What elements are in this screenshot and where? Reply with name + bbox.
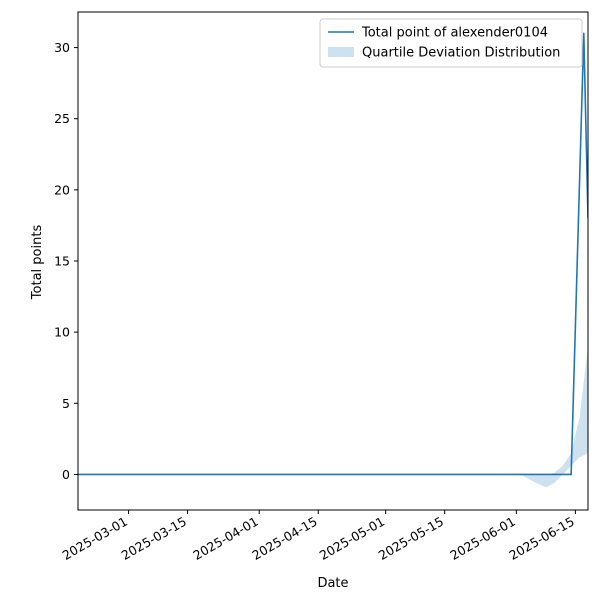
x-tick-label: 2025-03-01: [60, 514, 130, 563]
x-tick-label: 2025-06-15: [506, 514, 576, 563]
y-tick-label: 5: [62, 396, 70, 411]
x-tick-label: 2025-06-01: [447, 514, 517, 563]
series-group: [78, 32, 588, 488]
legend-entry-line: Total point of alexender0104: [361, 26, 548, 41]
band-series-0: [520, 346, 588, 488]
axes-frame: [77, 11, 589, 511]
legend-box: [319, 18, 583, 68]
x-tick-label: 2025-03-15: [119, 514, 189, 563]
legend-band-swatch: [328, 47, 354, 57]
y-tick-label: 10: [54, 325, 70, 340]
x-tick-label: 2025-04-15: [249, 514, 319, 563]
y-tick-label: 20: [54, 182, 70, 197]
legend-entry-band: Quartile Deviation Distribution: [362, 46, 560, 61]
x-tick-label: 2025-05-15: [376, 514, 446, 563]
legend: Total point of alexender0104 Quartile Dev…: [319, 18, 583, 68]
y-tick-label: 15: [54, 254, 70, 269]
y-axis-label: Total points: [30, 225, 45, 301]
x-tick-label: 2025-05-01: [317, 514, 387, 563]
x-tick-label: 2025-04-01: [190, 514, 260, 563]
x-axis-label: Date: [317, 576, 348, 591]
y-tick-label: 30: [54, 40, 70, 55]
y-tick-label: 25: [54, 111, 70, 126]
y-tick-label: 0: [62, 467, 70, 482]
line-series-0: [78, 32, 588, 476]
plot-area: [78, 32, 588, 488]
